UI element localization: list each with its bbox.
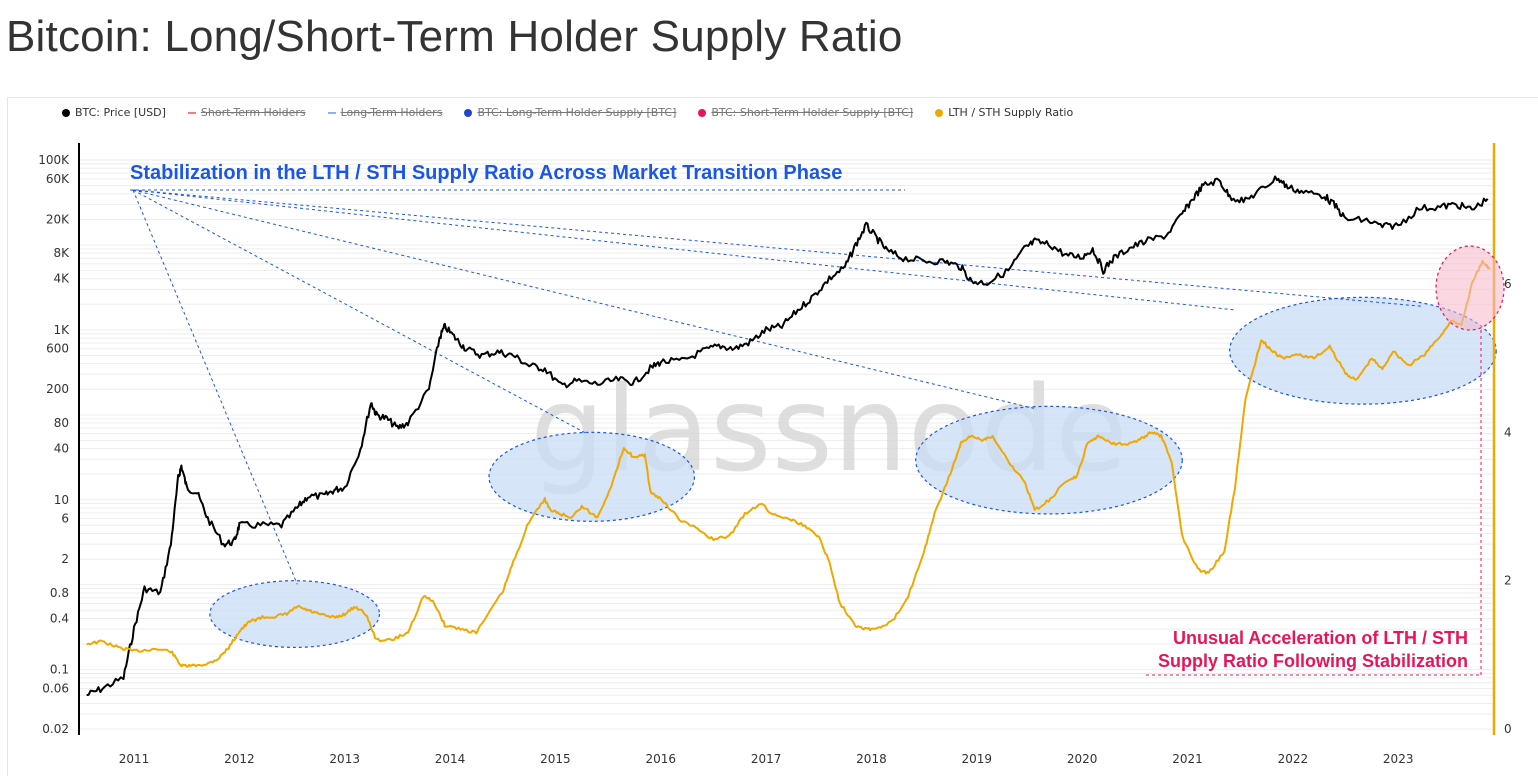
legend-marker-icon: [698, 108, 707, 117]
y-right-tick-label: 2: [1504, 574, 1512, 588]
legend-label: BTC: Long-Term Holder Supply [BTC]: [477, 106, 677, 119]
x-tick-label: 2014: [435, 752, 466, 766]
series-lines: [86, 175, 1491, 697]
legend-marker-icon: [327, 111, 336, 114]
legend-label: BTC: Price [USD]: [75, 106, 166, 119]
x-tick-label: 2018: [856, 752, 887, 766]
x-tick-label: 2021: [1172, 752, 1203, 766]
legend-label: Long-Term Holders: [340, 106, 443, 119]
annotation-bottom-line1: Unusual Acceleration of LTH / STH: [1173, 628, 1468, 648]
legend-item[interactable]: Long-Term Holders: [327, 106, 443, 119]
x-tick-label: 2023: [1383, 752, 1414, 766]
x-tick-label: 2019: [962, 752, 993, 766]
y-right-tick-label: 0: [1504, 722, 1512, 736]
highlight-ellipse: [488, 431, 696, 522]
y-right-tick-label: 4: [1504, 425, 1512, 439]
x-tick-label: 2012: [224, 752, 255, 766]
y-left-tick-label: 20K: [46, 212, 70, 226]
y-left-tick-label: 4K: [53, 272, 70, 286]
x-tick-label: 2016: [645, 752, 676, 766]
y-left-tick-label: 2: [61, 552, 69, 566]
page-title: Bitcoin: Long/Short-Term Holder Supply R…: [6, 12, 903, 61]
x-tick-label: 2022: [1278, 752, 1309, 766]
y-left-tick-label: 6: [61, 512, 69, 526]
acceleration-ellipse: [1435, 245, 1505, 331]
y-left-tick-label: 8K: [53, 246, 70, 260]
legend-label: Short-Term Holders: [200, 106, 306, 119]
acceleration-highlight: [1435, 245, 1505, 331]
y-left-tick-label: 600: [46, 342, 69, 356]
legend-item[interactable]: BTC: Price [USD]: [62, 106, 166, 119]
guide-line: [132, 189, 298, 585]
y-left-tick-label: 80: [54, 416, 69, 430]
right-y-axis-ticks: 6 4 2 0: [1504, 277, 1512, 736]
legend-marker-icon: [187, 111, 196, 114]
y-left-tick-label: 0.06: [42, 681, 69, 695]
annotation-top: Stabilization in the LTH / STH Supply Ra…: [130, 162, 842, 184]
left-y-axis-ticks: 100K 60K 20K 8K 4K 1K 600 200 80 40 10 6 2 0.8 0.4 0.1 0…: [38, 153, 70, 736]
y-left-tick-label: 0.1: [50, 663, 69, 677]
y-left-tick-label: 200: [46, 382, 69, 396]
legend-label: BTC: Short-Term Holder Supply [BTC]: [711, 106, 914, 119]
y-left-tick-label: 0.4: [50, 611, 69, 625]
gridlines: [80, 159, 1493, 730]
annotation-bottom-line2: Supply Ratio Following Stabilization: [1158, 651, 1468, 671]
y-left-tick-label: 60K: [46, 172, 70, 186]
legend: BTC: Price [USD] Short-Term Holders Long-T…: [62, 106, 1073, 119]
legend-item[interactable]: LTH / STH Supply Ratio: [935, 106, 1073, 119]
legend-item[interactable]: BTC: Short-Term Holder Supply [BTC]: [698, 106, 913, 119]
guide-line: [132, 189, 1422, 307]
chart-panel: [7, 97, 1538, 776]
legend-item[interactable]: Short-Term Holders: [187, 106, 306, 119]
highlight-ellipse: [915, 405, 1183, 515]
guide-line: [132, 189, 588, 435]
highlight-ellipse: [1229, 296, 1497, 405]
y-left-tick-label: 40: [54, 442, 69, 456]
y-left-tick-label: 100K: [38, 153, 70, 167]
legend-label: LTH / STH Supply Ratio: [948, 106, 1074, 119]
ratio-series-line: [86, 259, 1491, 668]
x-tick-label: 2013: [329, 752, 360, 766]
x-tick-label: 2020: [1067, 752, 1098, 766]
y-right-tick-label: 6: [1504, 277, 1512, 291]
guide-line: [132, 189, 1035, 410]
y-left-tick-label: 0.8: [50, 586, 69, 600]
highlight-ellipse: [209, 580, 381, 649]
y-left-tick-label: 10: [54, 493, 69, 507]
legend-marker-icon: [935, 108, 944, 117]
guide-line: [132, 189, 1235, 311]
x-tick-label: 2015: [540, 752, 571, 766]
legend-marker-icon: [62, 108, 70, 117]
y-left-tick-label: 1K: [53, 323, 70, 337]
legend-item[interactable]: BTC: Long-Term Holder Supply [BTC]: [464, 106, 676, 119]
x-axis-ticks: 2011 2012 2013 2014 2015 2016 2017 2018 2019 2020…: [119, 752, 1414, 766]
y-left-tick-label: 0.02: [42, 722, 69, 736]
guide-lines: [130, 189, 1482, 676]
legend-marker-icon: [464, 108, 473, 117]
price-series-line: [86, 175, 1489, 697]
x-tick-label: 2011: [119, 752, 150, 766]
x-tick-label: 2017: [751, 752, 782, 766]
